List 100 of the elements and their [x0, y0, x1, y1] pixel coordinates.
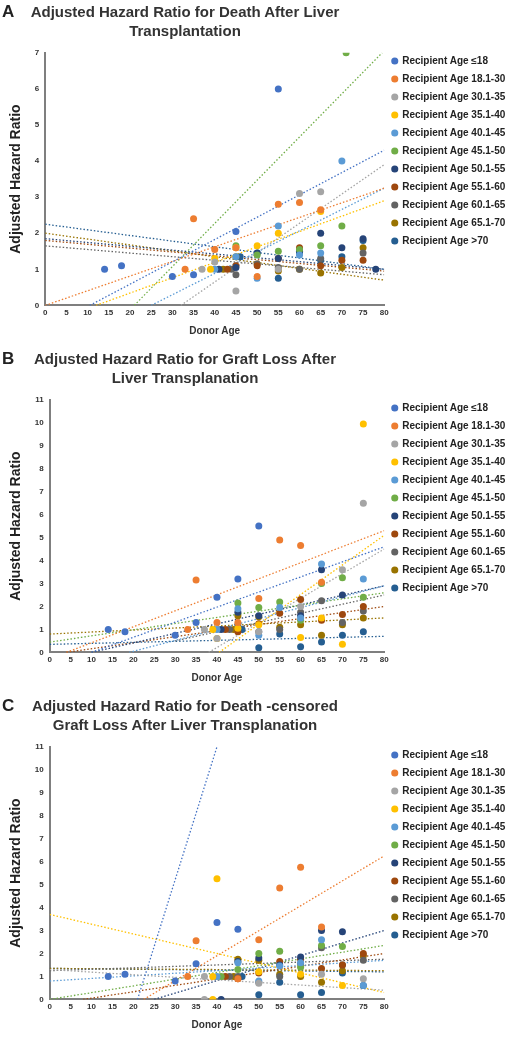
legend-label: Recipient Age 18.1-30 [402, 419, 506, 431]
x-tick-label: 80 [379, 655, 390, 665]
y-tick-label: 0 [34, 300, 40, 310]
text: A [2, 2, 15, 22]
y-tick-label: 3 [39, 578, 45, 588]
x-tick-label: 60 [296, 1002, 306, 1012]
chart-title: Adjusted Hazard Ratio for Graft Loss After Liver Transplanation [33, 349, 337, 387]
x-tick-label: 70 [337, 1002, 348, 1012]
x-tick-label: 30 [170, 655, 181, 665]
y-tick-label: 0 [39, 994, 45, 1004]
x-tick-label: 70 [337, 308, 347, 318]
y-tick-label: 6 [34, 84, 40, 94]
y-tick-label: 3 [39, 925, 45, 935]
legend-label: Recipient Age 45.1-50 [402, 491, 506, 503]
x-tick-label: 45 [233, 1002, 243, 1012]
x-tick-label: 75 [358, 655, 369, 665]
legend-label: Recipient Age 50.1-55 [402, 856, 506, 868]
x-tick-label: 40 [210, 308, 220, 318]
y-axis-title: Adjusted Hazard Ratio [7, 451, 24, 601]
y-tick-label: 10 [34, 764, 45, 774]
x-tick-label: 65 [317, 1002, 327, 1012]
legend-label: Recipient Age 30.1-35 [402, 437, 506, 449]
legend-label: Recipient Age 35.1-40 [402, 802, 506, 814]
legend-label: Recipient Age 50.1-55 [402, 509, 506, 521]
y-tick-label: 5 [34, 120, 40, 130]
legend-label: Recipient Age >70 [402, 928, 489, 940]
x-tick-label: 0 [47, 1002, 53, 1012]
x-tick-label: 55 [275, 655, 285, 665]
x-tick-label: 5 [64, 308, 70, 318]
y-tick-label: 2 [39, 948, 45, 958]
legend-label: Recipient Age 65.1-70 [402, 216, 506, 228]
x-tick-label: 40 [212, 1002, 222, 1012]
x-tick-label: 15 [107, 655, 118, 665]
x-tick-label: 40 [212, 655, 222, 665]
legend-label: Recipient Age 65.1-70 [402, 563, 506, 575]
legend-label: Recipient Age 40.1-45 [402, 126, 506, 138]
x-tick-label: 20 [128, 1002, 139, 1012]
legend-label: Recipient Age 35.1-40 [402, 108, 506, 120]
y-tick-label: 5 [39, 532, 45, 542]
legend-label: Recipient Age 45.1-50 [402, 838, 506, 850]
x-tick-label: 30 [167, 308, 178, 318]
legend-label: Recipient Age ≤18 [402, 401, 489, 413]
legend-label: Recipient Age 30.1-35 [402, 784, 506, 796]
x-tick-label: 70 [337, 655, 348, 665]
y-tick-label: 0 [39, 647, 45, 657]
y-tick-label: 2 [34, 228, 40, 238]
x-tick-label: 55 [273, 308, 284, 318]
x-tick-label: 25 [146, 308, 157, 318]
x-tick-label: 65 [316, 308, 326, 318]
x-tick-label: 65 [317, 655, 327, 665]
x-tick-label: 20 [128, 655, 139, 665]
x-tick-label: 10 [83, 308, 93, 318]
y-axis-title: Adjusted Hazard Ratio [7, 798, 24, 948]
legend-label: Recipient Age 60.1-65 [402, 892, 506, 904]
x-tick-label: 35 [191, 655, 202, 665]
y-tick-label: 5 [39, 879, 45, 889]
y-tick-label: 10 [34, 417, 45, 427]
legend-label: Recipient Age 18.1-30 [402, 766, 506, 778]
legend-label: Recipient Age 65.1-70 [402, 910, 506, 922]
x-tick-label: 75 [358, 308, 369, 318]
y-tick-label: 11 [35, 395, 45, 404]
x-axis-title: Donor Age [191, 1018, 243, 1030]
x-tick-label: 60 [295, 308, 305, 318]
y-tick-label: 1 [39, 624, 45, 634]
text: B [2, 349, 15, 369]
y-tick-label: 6 [39, 509, 45, 519]
x-tick-label: 10 [87, 1002, 97, 1012]
x-tick-label: 30 [170, 1002, 181, 1012]
x-tick-label: 50 [254, 655, 264, 665]
y-tick-label: 3 [34, 192, 40, 202]
y-tick-label: 8 [39, 463, 45, 473]
legend-label: Recipient Age ≤18 [402, 54, 489, 66]
legend-label: Recipient Age ≤18 [402, 748, 489, 760]
legend-label: Recipient Age 55.1-60 [402, 527, 506, 539]
y-tick-label: 4 [39, 555, 45, 565]
y-tick-label: 2 [39, 601, 45, 611]
x-tick-label: 20 [125, 308, 135, 318]
x-tick-label: 25 [149, 655, 160, 665]
x-tick-label: 75 [358, 1002, 369, 1012]
x-tick-label: 35 [191, 1002, 202, 1012]
legend-label: Recipient Age 60.1-65 [402, 198, 506, 210]
x-tick-label: 50 [254, 1002, 264, 1012]
chart-title: Adjusted Hazard Ratio for Death -censored Graft Loss After Liver Transplanation [31, 696, 339, 734]
y-axis-title: Adjusted Hazard Ratio [7, 104, 24, 254]
x-tick-label: 60 [296, 655, 306, 665]
legend-label: Recipient Age 40.1-45 [402, 473, 506, 485]
y-tick-label: 6 [39, 856, 45, 866]
x-tick-label: 15 [107, 1002, 118, 1012]
x-tick-label: 45 [231, 308, 241, 318]
y-tick-label: 1 [39, 971, 45, 981]
legend-label: Recipient Age 40.1-45 [402, 820, 506, 832]
y-tick-label: 4 [34, 156, 40, 166]
x-tick-label: 5 [68, 1002, 74, 1012]
x-tick-label: 35 [189, 308, 199, 318]
x-tick-label: 50 [252, 308, 263, 318]
text: C [2, 696, 15, 716]
x-tick-label: 15 [104, 308, 114, 318]
y-tick-label: 7 [39, 486, 45, 496]
y-tick-label: 8 [39, 810, 45, 820]
x-tick-label: 25 [149, 1002, 160, 1012]
